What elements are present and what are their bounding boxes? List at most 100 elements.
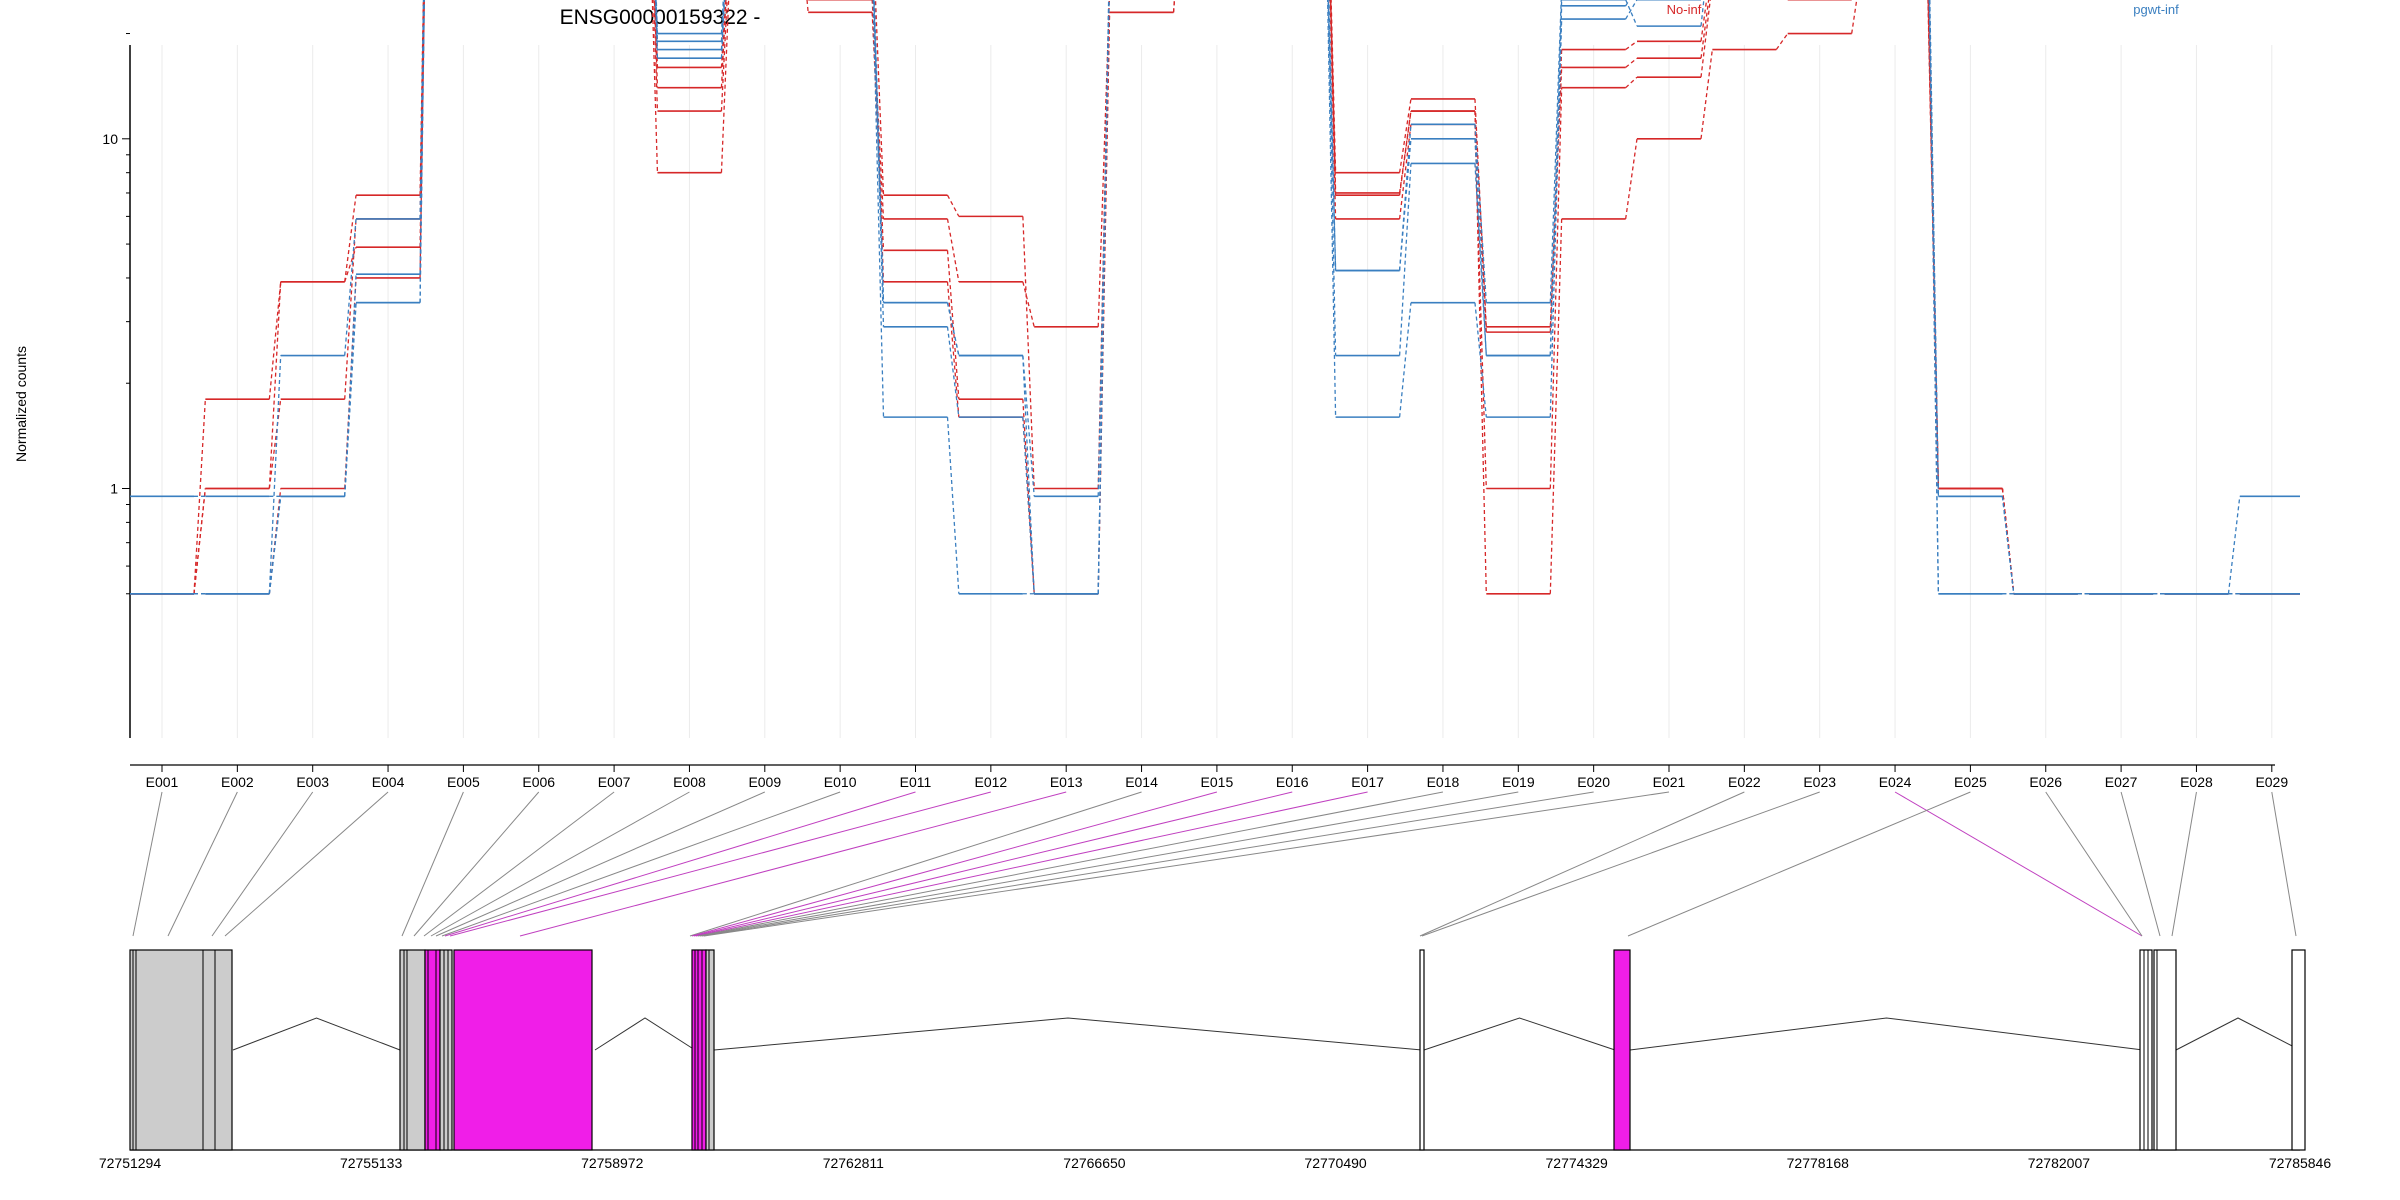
exon-block <box>453 949 593 1151</box>
series-connector <box>806 0 809 13</box>
x-tick-label-e008: E008 <box>673 774 706 790</box>
intron-line <box>594 1017 696 1051</box>
genome-coordinate-label: 72782007 <box>2028 1155 2091 1171</box>
series-connector <box>720 0 730 173</box>
series-connector <box>1172 0 1176 13</box>
x-tick-label-e003: E003 <box>296 774 329 790</box>
x-tick-label-e017: E017 <box>1351 774 1384 790</box>
series-connector <box>946 250 960 400</box>
series-connector <box>720 0 728 112</box>
series-connector <box>1022 355 1035 594</box>
exon-connector-e002 <box>167 791 238 937</box>
exon-connector-e011 <box>444 791 916 937</box>
series-connector <box>419 0 425 219</box>
genome-coordinate-label: 72785846 <box>2269 1155 2332 1171</box>
exon-connector-e026 <box>2045 791 2143 937</box>
exon-connector-e006 <box>413 791 540 937</box>
series-connector <box>1326 0 1337 418</box>
x-tick-label-e028: E028 <box>2180 774 2213 790</box>
x-tick-label-e001: E001 <box>146 774 179 790</box>
series-no-inf-1 <box>130 0 2300 595</box>
x-tick-label-e019: E019 <box>1502 774 1535 790</box>
exon-connector-e023 <box>1421 791 1820 937</box>
series-connector <box>873 0 885 303</box>
genome-coordinate-label: 72762811 <box>823 1155 884 1171</box>
intron-line <box>1423 1017 1616 1051</box>
x-tick-label-e012: E012 <box>974 774 1007 790</box>
series-connector <box>1928 0 1940 594</box>
series-connector <box>1700 0 1705 27</box>
x-tick-label-e013: E013 <box>1050 774 1083 790</box>
series-connector <box>344 302 357 497</box>
series-connector <box>1329 0 1337 219</box>
exon-connector-e014 <box>689 791 1142 937</box>
series-connector <box>1398 138 1412 271</box>
series-connector <box>946 281 960 418</box>
series-connector <box>344 195 357 282</box>
series-connector <box>1022 417 1035 594</box>
exon-connector-e029 <box>2271 791 2297 937</box>
series-connector <box>874 0 885 196</box>
genome-coordinate-label: 72766650 <box>1063 1155 1126 1171</box>
intron-line <box>2175 1017 2301 1051</box>
intron-line <box>1629 1017 2144 1051</box>
series-connector <box>1474 124 1487 489</box>
x-tick-label-e021: E021 <box>1653 774 1686 790</box>
legend-label-pgwt-inf: pgwt-inf <box>2133 2 2179 17</box>
series-connector <box>1851 0 1858 34</box>
series-pgwt-inf-6 <box>130 0 2300 595</box>
x-tick-label-e016: E016 <box>1276 774 1309 790</box>
x-tick-label-e024: E024 <box>1879 774 1912 790</box>
exon-connector-e005 <box>401 791 464 937</box>
exon-connector-e021 <box>703 791 1670 937</box>
exon-connector-e010 <box>441 791 841 937</box>
exon-connector-e008 <box>430 791 690 937</box>
series-connector <box>946 417 960 594</box>
genome-coordinate-label: 72751294 <box>99 1155 162 1171</box>
x-tick-label-e018: E018 <box>1427 774 1460 790</box>
x-tick-label-e020: E020 <box>1577 774 1610 790</box>
series-connector <box>1398 111 1412 196</box>
series-connector <box>1625 76 1638 89</box>
genome-coordinate-label: 72774329 <box>1546 1155 1609 1171</box>
x-tick-label-e022: E022 <box>1728 774 1761 790</box>
series-connector <box>1398 302 1412 418</box>
series-connector <box>1700 0 1708 42</box>
exon-connector-e024 <box>1894 791 2143 937</box>
exon-connector-e012 <box>449 791 991 937</box>
exon-connector-e015 <box>691 791 1218 937</box>
exon-connector-e007 <box>423 791 615 937</box>
y-tick-label: 1 <box>110 481 118 497</box>
series-connector <box>1474 138 1487 356</box>
series-connector <box>946 218 960 282</box>
series-connector <box>268 399 282 489</box>
series-connector <box>1549 19 1563 418</box>
x-tick-label-e006: E006 <box>522 774 555 790</box>
series-connector <box>1549 49 1563 327</box>
series-connector <box>1625 138 1638 220</box>
exon-block <box>2153 949 2177 1151</box>
intron-line <box>713 1017 1423 1051</box>
series-connector <box>1549 67 1563 333</box>
series-connector <box>2227 496 2241 594</box>
series-no-inf-3 <box>130 0 2300 595</box>
exon-block <box>1613 949 1631 1151</box>
series-pgwt-inf-5 <box>130 0 2300 595</box>
x-tick-label-e029: E029 <box>2255 774 2288 790</box>
series-connector <box>946 326 960 418</box>
series-connector <box>1625 0 1638 20</box>
series-connector <box>344 218 357 356</box>
x-tick-label-e023: E023 <box>1803 774 1836 790</box>
series-connector <box>268 355 282 594</box>
series-no-inf-2 <box>130 0 2300 595</box>
exon-block <box>129 949 233 1151</box>
series-connector <box>1022 281 1035 327</box>
series-connector <box>193 399 206 594</box>
series-connector <box>1327 0 1337 271</box>
exon-connector-e009 <box>435 791 766 937</box>
series-no-inf-4 <box>130 0 2300 595</box>
series-pgwt-inf-7 <box>130 0 2300 595</box>
exon-connector-e013 <box>519 791 1067 937</box>
series-connector <box>720 0 727 68</box>
exon-block <box>2291 949 2306 1151</box>
